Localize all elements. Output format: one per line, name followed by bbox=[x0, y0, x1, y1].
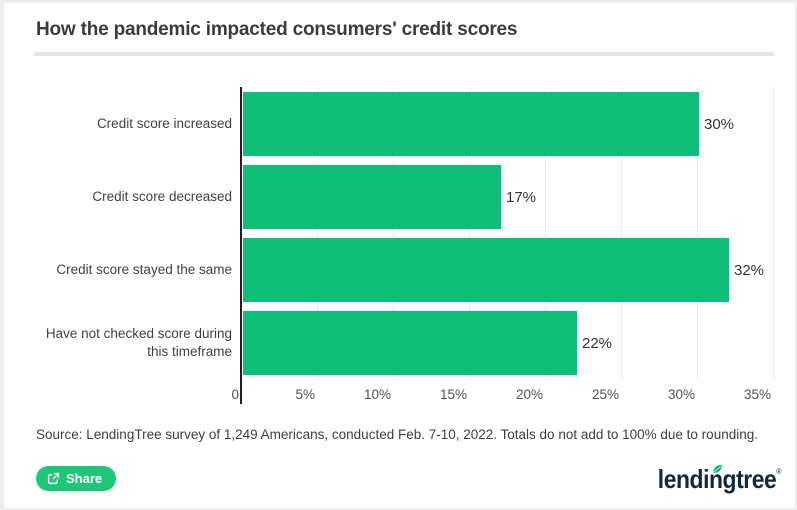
x-tick-label: 30% bbox=[667, 387, 695, 402]
source-note: Source: LendingTree survey of 1,249 Amer… bbox=[36, 427, 758, 442]
share-icon bbox=[47, 472, 60, 485]
logo-text-end: gtree bbox=[722, 464, 777, 494]
grid-line bbox=[773, 87, 774, 380]
category-label: Credit score increased bbox=[96, 115, 232, 131]
value-label: 17% bbox=[506, 188, 537, 206]
bar bbox=[243, 311, 577, 375]
x-tick-label: 15% bbox=[439, 387, 467, 402]
title-divider bbox=[34, 52, 774, 56]
bar-chart: Credit score increased Credit score decre… bbox=[4, 3, 795, 423]
x-tick-label: 35% bbox=[743, 387, 771, 402]
leaf-icon bbox=[710, 451, 726, 484]
grid-line bbox=[469, 87, 470, 380]
lendingtree-logo: lendin gtree® bbox=[657, 464, 782, 495]
value-label: 22% bbox=[582, 334, 613, 352]
share-button[interactable]: Share bbox=[36, 466, 117, 491]
y-axis-line bbox=[240, 87, 242, 404]
x-tick-label: 5% bbox=[295, 387, 315, 402]
chart-title: How the pandemic impacted consumers' cre… bbox=[36, 19, 518, 40]
x-tick-label: 20% bbox=[515, 387, 543, 402]
category-label: Have not checked score during this timef… bbox=[45, 325, 232, 359]
x-tick-label: 10% bbox=[363, 387, 391, 402]
logo-text-start: lendi bbox=[657, 464, 710, 494]
x-tick-label: 25% bbox=[591, 387, 619, 402]
grid-line bbox=[697, 87, 698, 380]
category-label: Credit score stayed the same bbox=[56, 261, 232, 277]
logo-leaf-letter: n bbox=[709, 464, 723, 494]
bar bbox=[243, 92, 699, 156]
grid-line bbox=[317, 87, 318, 380]
grid-line bbox=[621, 87, 622, 380]
grid-line bbox=[393, 87, 394, 380]
bar bbox=[243, 238, 729, 302]
category-label: Credit score decreased bbox=[92, 188, 232, 204]
x-tick-label: 0 bbox=[231, 387, 239, 402]
bar bbox=[243, 165, 501, 229]
registered-mark: ® bbox=[776, 467, 781, 476]
grid-line bbox=[545, 87, 546, 380]
infographic-card: How the pandemic impacted consumers' cre… bbox=[4, 3, 795, 508]
value-label: 30% bbox=[704, 115, 735, 133]
value-label: 32% bbox=[734, 261, 765, 279]
share-button-label: Share bbox=[66, 471, 103, 486]
